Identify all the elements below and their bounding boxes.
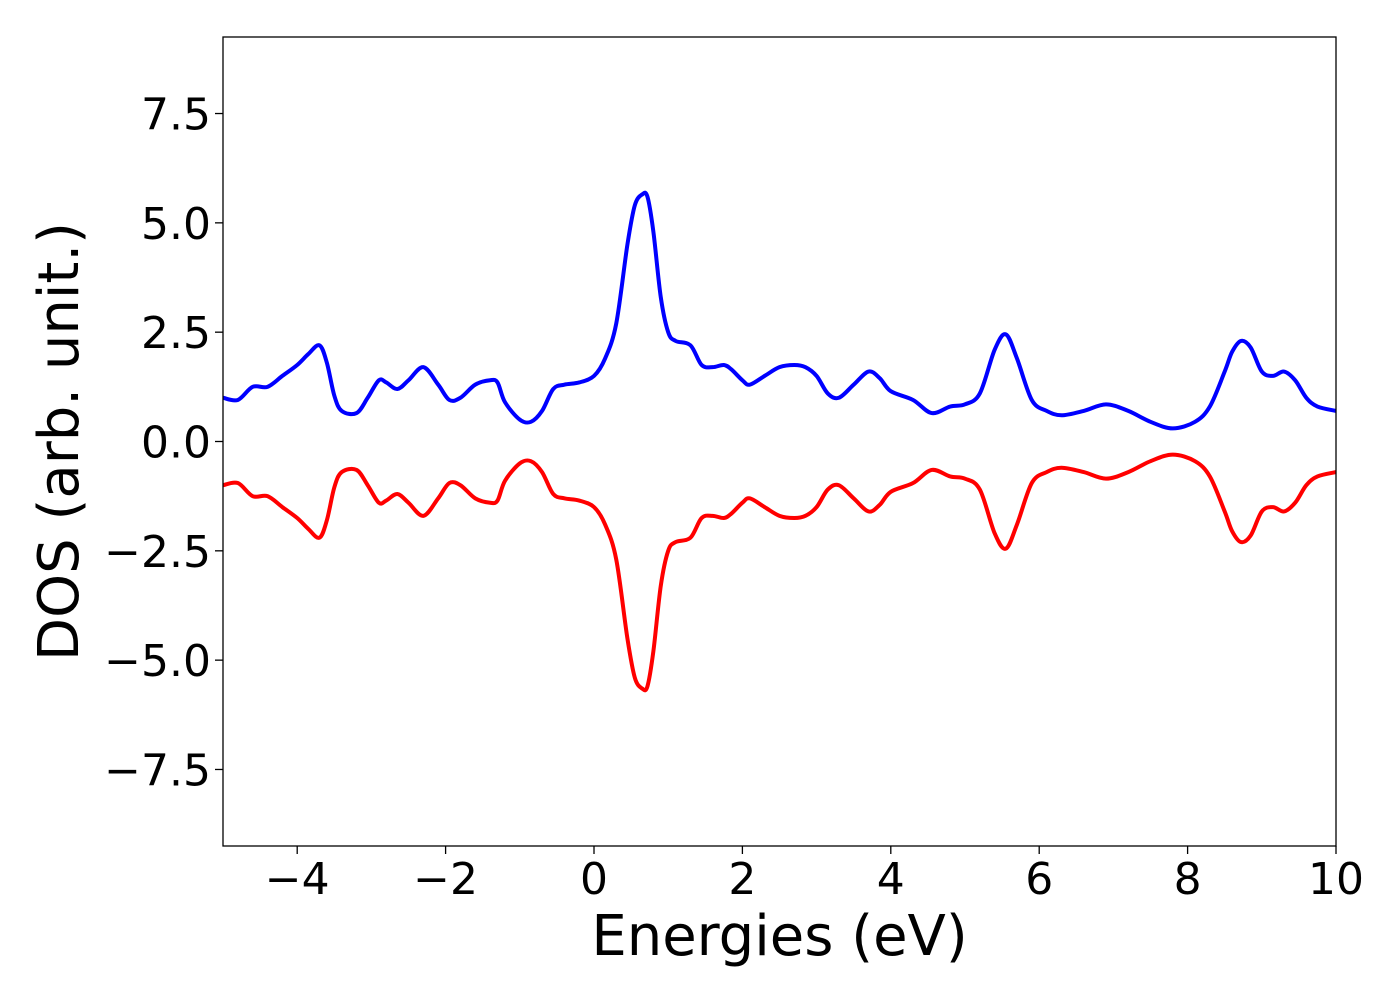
x-axis: −4 −2 0 2 4 6 8 10 <box>265 846 1364 905</box>
x-tick-label: −2 <box>413 854 478 905</box>
x-tick-label: −4 <box>265 854 330 905</box>
x-tick-label: 6 <box>1025 854 1053 905</box>
x-axis-label: Energies (eV) <box>591 904 967 969</box>
y-tick-label: 0.0 <box>141 418 211 469</box>
x-tick-label: 10 <box>1308 854 1364 905</box>
x-tick-label: 2 <box>728 854 756 905</box>
x-tick-label: 8 <box>1174 854 1202 905</box>
y-axis-label: DOS (arb. unit.) <box>27 222 92 661</box>
series-line-1 <box>223 452 1336 693</box>
plot-background <box>223 37 1336 846</box>
x-tick-label: 0 <box>580 854 608 905</box>
series-line-0 <box>223 190 1336 431</box>
x-tick-label: 4 <box>877 854 905 905</box>
y-tick-label: −7.5 <box>104 745 211 796</box>
y-tick-label: −5.0 <box>104 636 211 687</box>
y-axis: −7.5 −5.0 −2.5 0.0 2.5 5.0 7.5 <box>104 90 223 796</box>
y-tick-label: 2.5 <box>141 308 211 359</box>
y-tick-label: 7.5 <box>141 90 211 141</box>
series-layer <box>223 190 1336 693</box>
y-tick-label: −2.5 <box>104 527 211 578</box>
y-tick-label: 5.0 <box>141 199 211 250</box>
